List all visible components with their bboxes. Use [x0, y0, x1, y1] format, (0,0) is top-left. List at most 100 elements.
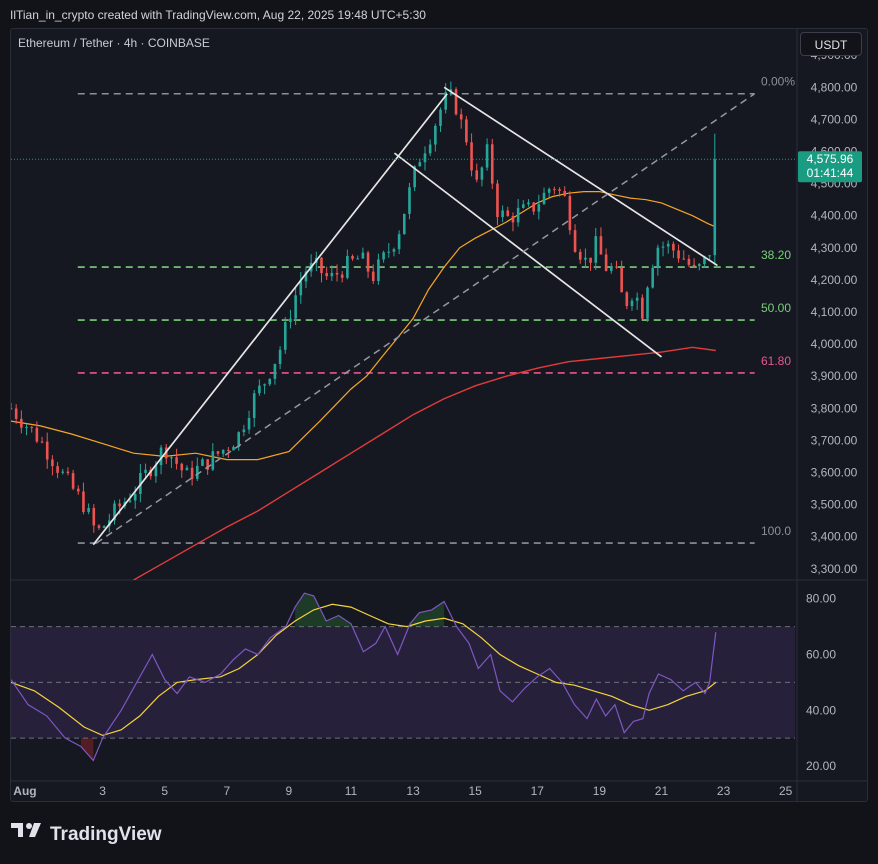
- candle-body: [573, 230, 577, 252]
- candle-body: [258, 385, 261, 394]
- candle-body: [382, 252, 385, 260]
- candle-body: [387, 251, 391, 253]
- candle-body: [92, 508, 96, 526]
- candles-group: [11, 81, 717, 533]
- time-axis-tick-label: 23: [717, 784, 731, 798]
- candle-body: [584, 257, 587, 260]
- candle-body: [340, 274, 344, 278]
- candle-body: [553, 189, 556, 191]
- candle-body: [11, 408, 13, 410]
- price-axis-tick-label: 4,300.00: [811, 241, 858, 255]
- attribution-text: IlTian_in_crypto created with TradingVie…: [10, 8, 426, 22]
- candle-body: [159, 447, 163, 466]
- rsi-axis-tick-label: 60.00: [806, 648, 836, 662]
- candle-body: [30, 426, 33, 428]
- candle-body: [537, 204, 541, 212]
- price-axis-tick-label: 4,100.00: [811, 305, 858, 319]
- price-axis-tick-label: 3,900.00: [811, 369, 858, 383]
- candle-body: [485, 144, 489, 168]
- candle-body: [149, 469, 153, 477]
- trendline: [92, 93, 448, 546]
- time-axis-tick-label: 25: [779, 784, 793, 798]
- time-axis-tick-label: 11: [345, 784, 358, 798]
- candle-body: [542, 192, 546, 205]
- candle-body: [465, 119, 468, 143]
- candle-body: [511, 215, 515, 223]
- candle-body: [692, 264, 696, 267]
- brand-name: TradingView: [50, 824, 162, 845]
- candle-body: [40, 441, 44, 443]
- rsi-axis-tick-label: 20.00: [806, 759, 836, 773]
- time-axis-tick-label: Aug: [13, 784, 36, 798]
- candle-body: [66, 471, 70, 474]
- price-axis-tick-label: 4,200.00: [811, 273, 858, 287]
- candle-body: [356, 258, 360, 260]
- rsi-group: [11, 592, 717, 762]
- candle-body: [527, 202, 530, 205]
- candle-body: [206, 459, 209, 470]
- fib-level-label: 50.00: [761, 301, 791, 315]
- candle-body: [578, 251, 582, 260]
- candle-body: [232, 446, 235, 451]
- candle-body: [56, 466, 59, 473]
- candle-body: [480, 167, 484, 180]
- candle-body: [687, 258, 691, 265]
- dashed-trendline: [95, 93, 756, 544]
- candle-body: [263, 384, 266, 386]
- candle-body: [76, 488, 80, 492]
- candle-body: [641, 297, 644, 319]
- candle-body: [558, 189, 561, 191]
- candle-body: [615, 266, 618, 268]
- candle-body: [154, 465, 158, 477]
- candle-body: [20, 418, 23, 428]
- candle-body: [444, 92, 447, 110]
- candle-body: [522, 204, 525, 208]
- candle-body: [547, 189, 551, 193]
- candle-body: [102, 526, 106, 528]
- price-axis-tick-label: 3,600.00: [811, 465, 858, 479]
- fib-level-label: 38.20: [761, 248, 791, 262]
- candle-body: [268, 378, 272, 385]
- candle-body: [61, 471, 65, 473]
- rsi-moving-average-line: [11, 603, 717, 737]
- candle-body: [459, 114, 463, 120]
- candle-body: [128, 500, 132, 502]
- footer-brand[interactable]: TradingView: [10, 820, 162, 850]
- bar-countdown-label: 01:41:44: [807, 166, 854, 180]
- candle-body: [454, 89, 458, 115]
- candle-body: [216, 451, 220, 454]
- candle-body: [651, 267, 654, 288]
- rsi-axis-tick-label: 40.00: [806, 703, 836, 717]
- candle-body: [377, 259, 380, 281]
- candle-body: [439, 109, 442, 126]
- candle-body: [35, 427, 39, 442]
- fib-level-label: 61.80: [761, 354, 791, 368]
- candle-body: [97, 525, 101, 528]
- time-axis-tick-label: 21: [655, 784, 669, 798]
- candle-body: [211, 451, 215, 470]
- candle-body: [195, 465, 199, 479]
- candle-body: [118, 503, 121, 507]
- rsi-oversold-fill: [80, 738, 94, 761]
- candle-body: [304, 271, 308, 282]
- candle-body: [475, 170, 479, 180]
- candle-body: [677, 250, 680, 259]
- candle-body: [630, 300, 634, 307]
- candle-body: [672, 243, 675, 251]
- trendline: [443, 86, 718, 267]
- slow-moving-average-line: [133, 346, 716, 580]
- candle-body: [335, 272, 339, 275]
- attribution-bar: IlTian_in_crypto created with TradingVie…: [0, 0, 878, 28]
- candle-body: [604, 254, 608, 271]
- candle-body: [703, 256, 706, 265]
- price-axis-tick-label: 4,700.00: [811, 112, 858, 126]
- candle-body: [516, 207, 520, 223]
- candle-body: [237, 432, 240, 447]
- currency-button[interactable]: USDT: [800, 32, 862, 56]
- candle-body: [635, 297, 639, 301]
- rsi-axis-tick-label: 80.00: [806, 592, 836, 606]
- candle-body: [87, 508, 90, 512]
- candle-body: [133, 493, 137, 501]
- candle-body: [656, 247, 660, 268]
